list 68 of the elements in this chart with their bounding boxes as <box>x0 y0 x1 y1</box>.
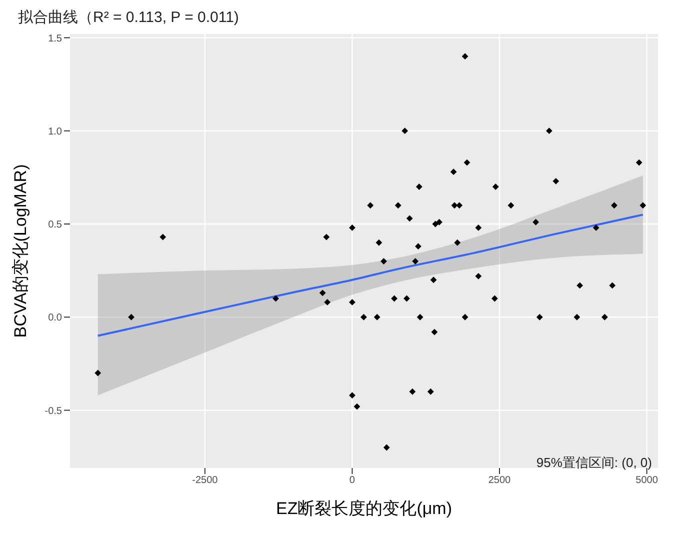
point <box>436 218 442 226</box>
point <box>430 276 437 284</box>
point <box>349 392 356 399</box>
y-tick-label: 0.5 <box>48 220 62 231</box>
point <box>354 403 360 410</box>
point <box>349 299 356 306</box>
point <box>462 53 468 60</box>
point <box>532 218 540 226</box>
point <box>601 314 608 320</box>
point <box>640 202 646 209</box>
point <box>323 234 330 240</box>
point <box>464 159 470 166</box>
y-tick-label: 1.0 <box>48 126 62 138</box>
point <box>367 202 374 209</box>
point <box>94 370 102 376</box>
point <box>360 314 367 320</box>
point <box>409 388 416 395</box>
point <box>432 220 439 228</box>
x-tick-label: -2500 <box>192 475 218 486</box>
point <box>415 243 422 250</box>
point <box>427 388 434 395</box>
point <box>324 299 331 306</box>
point <box>475 272 482 280</box>
point <box>394 202 402 209</box>
x-tick-label: 2500 <box>488 475 512 486</box>
point <box>475 224 482 231</box>
point <box>454 239 461 246</box>
point <box>611 202 618 209</box>
point <box>636 159 642 166</box>
x-tick-label: 5000 <box>636 475 658 486</box>
y-axis-title: BCVA的变化(LogMAR) <box>11 164 30 338</box>
point <box>412 258 419 264</box>
point <box>406 215 413 222</box>
point <box>431 328 438 336</box>
point <box>462 314 468 320</box>
point <box>376 239 382 246</box>
point <box>491 295 498 302</box>
x-tick-label: 0 <box>349 475 356 486</box>
point <box>546 128 552 134</box>
x-axis-title: EZ断裂长度的变化(μm) <box>276 499 452 518</box>
point <box>402 128 408 134</box>
point <box>374 314 380 320</box>
point <box>416 184 422 190</box>
point <box>404 295 410 302</box>
point <box>508 202 514 209</box>
point <box>349 224 356 231</box>
point <box>574 314 580 320</box>
point <box>319 290 326 296</box>
point <box>492 184 499 190</box>
point <box>609 282 616 289</box>
point <box>536 314 543 320</box>
point <box>576 282 584 289</box>
point <box>456 202 463 209</box>
line-series <box>96 214 644 337</box>
point <box>128 314 134 320</box>
y-tick-label: 1.5 <box>48 33 62 44</box>
point <box>416 314 424 320</box>
point <box>451 202 458 209</box>
point <box>383 444 390 451</box>
point <box>592 224 600 231</box>
y-tick-label: -0.5 <box>44 406 62 417</box>
annotation: 95%置信区间: (0, 0) <box>536 454 652 472</box>
point <box>450 168 457 176</box>
y-tick-label: 0.0 <box>48 312 62 324</box>
chart-title: 拟合曲线（R² = 0.113, P = 0.011) <box>17 8 240 28</box>
point <box>160 234 166 240</box>
point <box>552 178 560 184</box>
point <box>380 258 387 264</box>
